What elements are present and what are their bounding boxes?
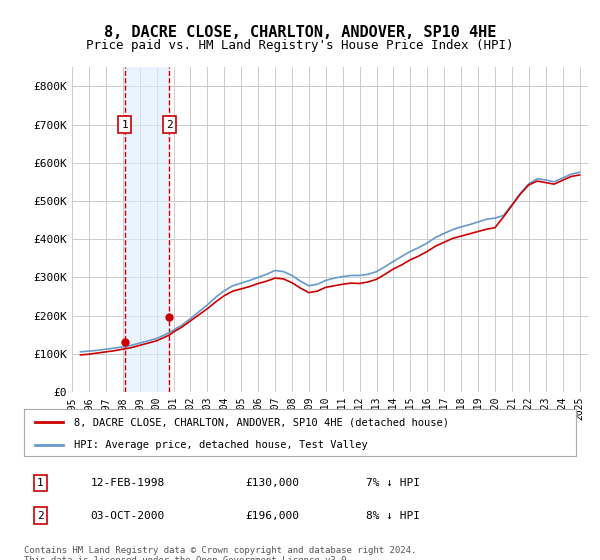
Text: 03-OCT-2000: 03-OCT-2000	[90, 511, 164, 521]
Text: 12-FEB-1998: 12-FEB-1998	[90, 478, 164, 488]
Text: Contains HM Land Registry data © Crown copyright and database right 2024.
This d: Contains HM Land Registry data © Crown c…	[24, 546, 416, 560]
Text: 1: 1	[37, 478, 44, 488]
Text: £130,000: £130,000	[245, 478, 299, 488]
Text: Price paid vs. HM Land Registry's House Price Index (HPI): Price paid vs. HM Land Registry's House …	[86, 39, 514, 52]
Bar	[125, 67, 169, 392]
Text: 1: 1	[121, 119, 128, 129]
Text: 8, DACRE CLOSE, CHARLTON, ANDOVER, SP10 4HE: 8, DACRE CLOSE, CHARLTON, ANDOVER, SP10 …	[104, 25, 496, 40]
Text: 2: 2	[37, 511, 44, 521]
Text: £196,000: £196,000	[245, 511, 299, 521]
Text: 8% ↓ HPI: 8% ↓ HPI	[366, 511, 420, 521]
Text: 2: 2	[166, 119, 173, 129]
Text: 8, DACRE CLOSE, CHARLTON, ANDOVER, SP10 4HE (detached house): 8, DACRE CLOSE, CHARLTON, ANDOVER, SP10 …	[74, 417, 449, 427]
Text: 7% ↓ HPI: 7% ↓ HPI	[366, 478, 420, 488]
Text: HPI: Average price, detached house, Test Valley: HPI: Average price, detached house, Test…	[74, 440, 367, 450]
